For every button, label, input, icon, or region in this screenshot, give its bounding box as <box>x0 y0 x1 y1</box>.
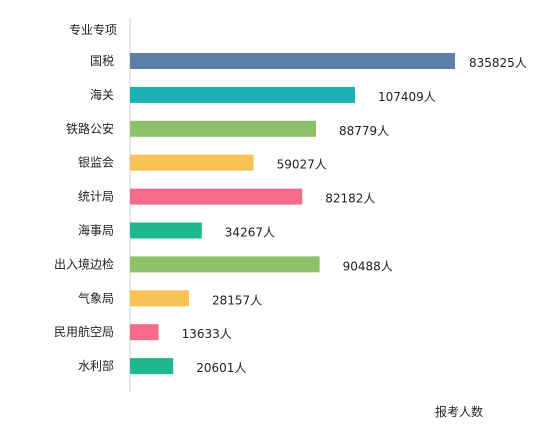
value-label: 13633人 <box>182 327 232 341</box>
value-label: 82182人 <box>325 192 375 206</box>
category-tick-label: 统计局 <box>78 190 114 204</box>
category-tick-label: 铁路公安 <box>66 121 114 136</box>
bar <box>130 53 455 69</box>
value-label: 59027人 <box>277 158 327 172</box>
category-tick-label: 银监会 <box>78 156 114 170</box>
value-label: 20601人 <box>196 361 246 375</box>
category-axis-title: 专业专项 <box>69 22 117 37</box>
category-tick-label: 海事局 <box>78 223 114 238</box>
bar <box>130 120 316 137</box>
value-axis-title: 报考人数 <box>435 404 483 419</box>
value-label: 34267人 <box>225 226 275 240</box>
bar <box>130 256 320 273</box>
value-label: 107409人 <box>378 90 436 104</box>
category-tick-label: 出入境边检 <box>54 256 114 271</box>
bar <box>130 154 254 171</box>
category-tick-label: 气象局 <box>78 290 114 305</box>
bar <box>130 188 303 205</box>
bar <box>130 324 159 341</box>
bar <box>130 358 174 375</box>
value-label: 90488人 <box>343 259 393 273</box>
value-label: 28157人 <box>212 293 262 307</box>
category-tick-label: 民用航空局 <box>54 324 114 339</box>
value-label: 835825人 <box>469 56 527 70</box>
bar <box>130 86 355 103</box>
category-tick-label: 海关 <box>90 87 114 102</box>
value-label: 88779人 <box>339 124 389 138</box>
bar <box>130 290 189 307</box>
category-tick-label: 水利部 <box>78 358 114 373</box>
category-tick-label: 国税 <box>90 54 114 68</box>
bar <box>130 222 202 239</box>
